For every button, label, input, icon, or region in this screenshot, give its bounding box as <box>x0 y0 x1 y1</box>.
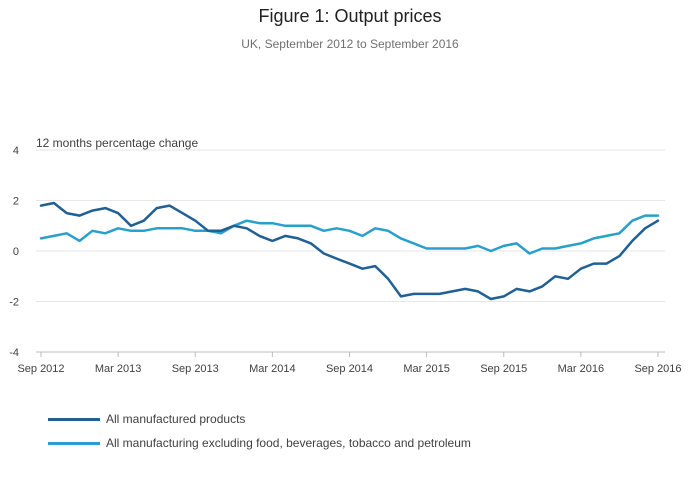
legend-label: All manufacturing excluding food, bevera… <box>106 436 471 450</box>
y-tick-label: -4 <box>9 347 19 359</box>
y-tick-label: 2 <box>13 196 19 208</box>
chart-subtitle: UK, September 2012 to September 2016 <box>241 37 459 51</box>
x-tick-label: Sep 2015 <box>480 363 527 375</box>
legend-label: All manufactured products <box>106 412 246 426</box>
y-axis-label: 12 months percentage change <box>36 136 199 150</box>
chart-title: Figure 1: Output prices <box>258 6 442 26</box>
x-tick-label: Mar 2015 <box>403 363 449 375</box>
x-tick-label: Sep 2013 <box>172 363 219 375</box>
x-tick-label: Mar 2016 <box>558 363 604 375</box>
x-tick-label: Sep 2012 <box>17 363 64 375</box>
y-tick-label: 0 <box>13 246 19 258</box>
series-line-1 <box>39 201 660 301</box>
series-line-2 <box>39 214 660 255</box>
x-tick-label: Sep 2016 <box>634 363 681 375</box>
x-tick-label: Sep 2014 <box>326 363 373 375</box>
legend-item-excluding-food[interactable]: All manufacturing excluding food, bevera… <box>48 431 471 455</box>
legend-swatch <box>48 417 100 421</box>
y-tick-label: 4 <box>13 145 19 157</box>
legend-item-all-manufactured[interactable]: All manufactured products <box>48 407 471 431</box>
y-tick-label: -2 <box>9 297 19 309</box>
x-tick-label: Mar 2013 <box>95 363 141 375</box>
legend-swatch <box>48 441 100 445</box>
x-tick-label: Mar 2014 <box>249 363 295 375</box>
legend: All manufactured products All manufactur… <box>48 407 471 455</box>
